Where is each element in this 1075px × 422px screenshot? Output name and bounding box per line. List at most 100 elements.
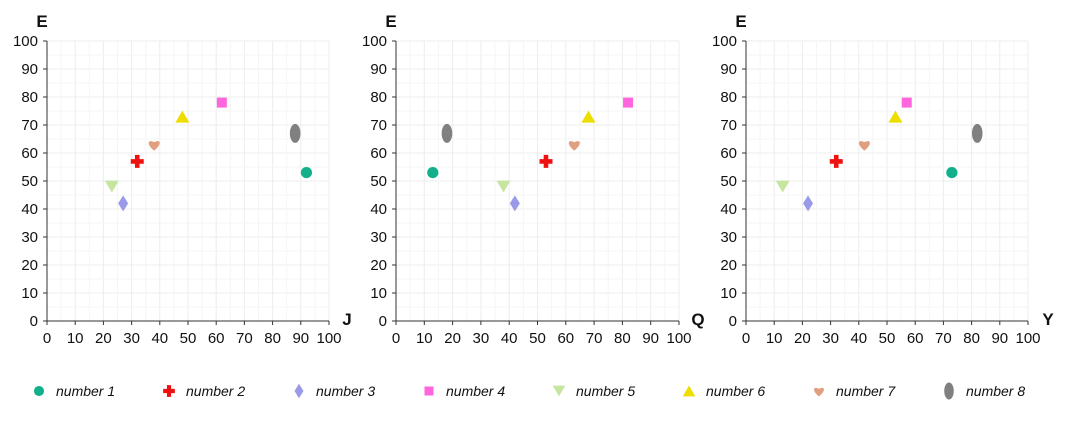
x-tick-label: 0	[43, 330, 51, 347]
point-number-2	[829, 154, 843, 168]
x-tick-label: 0	[392, 330, 400, 347]
point-number-1	[427, 167, 439, 179]
data-points	[775, 97, 983, 212]
point-number-8	[971, 123, 983, 143]
x-tick-label: 0	[742, 330, 750, 347]
scatter-charts: 0 0 10 10 20 20 30 30 40 40 50 50 60 60 70 70 80 80 90 90 10…	[13, 12, 1054, 347]
point-number-4	[216, 97, 227, 108]
point-number-5	[775, 180, 790, 193]
x-tick-label: 60	[907, 330, 924, 347]
x-tick-label: 40	[850, 330, 867, 347]
x-tick-label: 30	[473, 330, 490, 347]
data-points	[427, 97, 634, 212]
point-number-2	[130, 154, 144, 168]
x-tick-label: 20	[95, 330, 112, 347]
y-tick-label: 90	[720, 61, 737, 78]
legend-label: number 8	[966, 383, 1026, 399]
x-tick-label: 100	[316, 330, 341, 347]
y-tick-label: 40	[21, 201, 38, 218]
diamond-icon	[294, 383, 304, 399]
y-tick-label: 60	[720, 145, 737, 162]
y-tick-label: 50	[370, 173, 387, 190]
point-number-8	[441, 123, 453, 143]
gridlines	[395, 40, 680, 322]
x-tick-label: 100	[666, 330, 691, 347]
legend-marker	[33, 385, 45, 397]
x-tick-label: 40	[501, 330, 518, 347]
x-tick-label: 40	[151, 330, 168, 347]
point-number-7	[148, 141, 160, 151]
x-tick-label: 20	[794, 330, 811, 347]
y-tick-label: 50	[720, 173, 737, 190]
x-tick-label: 80	[264, 330, 281, 347]
x-tick-label: 50	[180, 330, 197, 347]
legend-item: number 1	[30, 376, 115, 406]
point-number-3	[509, 195, 520, 212]
point-number-8	[289, 123, 301, 143]
legend-item: number 2	[160, 376, 245, 406]
point-number-6	[581, 110, 596, 123]
legend-marker	[552, 385, 566, 397]
point-number-6	[888, 110, 903, 123]
y-tick-label: 10	[21, 285, 38, 302]
legend-item: number 3	[290, 376, 375, 406]
legend-label: number 5	[576, 383, 636, 399]
cross-icon	[163, 385, 175, 397]
chart-panel-3: 00 10 10 20 20 30 30 40 40 50 50 60 60 70 70 80 80 90 90 10…	[712, 12, 1054, 347]
triangle-down-icon	[552, 385, 566, 397]
x-tick-label: 50	[879, 330, 896, 347]
legend-marker	[294, 383, 304, 399]
y-axis-title: E	[385, 12, 396, 31]
y-tick-label: 20	[21, 257, 38, 274]
axes: 00 10 10 20 20 30 30 40 40 50 50 60 60 70 70 80 80 90 90 10…	[13, 12, 352, 347]
ellipse-icon	[944, 382, 954, 400]
y-tick-label: 90	[21, 61, 38, 78]
x-tick-label: 80	[963, 330, 980, 347]
y-tick-label: 30	[21, 229, 38, 246]
point-number-5	[496, 180, 511, 193]
x-tick-label: 90	[642, 330, 659, 347]
x-tick-label: 30	[123, 330, 140, 347]
legend-item: number 7	[810, 376, 895, 406]
point-number-2	[539, 154, 553, 168]
x-tick-label: 70	[935, 330, 952, 347]
y-tick-label: 40	[370, 201, 387, 218]
y-tick-label: 80	[720, 89, 737, 106]
y-tick-label: 70	[720, 117, 737, 134]
point-number-3	[803, 195, 814, 212]
y-axis-title: E	[36, 12, 47, 31]
y-tick-label: 100	[13, 33, 38, 50]
y-axis-title: E	[735, 12, 746, 31]
axes: 00 10 10 20 20 30 30 40 40 50 50 60 60 70 70 80 80 90 90 10…	[712, 12, 1054, 347]
y-tick-label: 60	[370, 145, 387, 162]
x-tick-label: 10	[766, 330, 783, 347]
x-tick-label: 70	[586, 330, 603, 347]
x-tick-label: 20	[444, 330, 461, 347]
x-tick-label: 90	[292, 330, 309, 347]
legend-label: number 2	[186, 383, 246, 399]
x-tick-label: 30	[822, 330, 839, 347]
y-tick-label: 70	[21, 117, 38, 134]
x-tick-label: 60	[557, 330, 574, 347]
y-tick-label: 100	[362, 33, 387, 50]
point-number-4	[623, 97, 634, 108]
legend-marker	[163, 385, 175, 397]
legend-item: number 5	[550, 376, 635, 406]
legend-label: number 1	[56, 383, 116, 399]
y-tick-label: 60	[21, 145, 38, 162]
legend-item: number 6	[680, 376, 765, 406]
legend-label: number 4	[446, 383, 506, 399]
y-tick-label: 20	[720, 257, 737, 274]
x-tick-label: 80	[614, 330, 631, 347]
y-tick-label: 100	[712, 33, 737, 50]
legend-marker	[814, 387, 824, 397]
x-tick-label: 90	[991, 330, 1008, 347]
point-number-3	[118, 195, 129, 212]
gridlines	[46, 40, 330, 322]
y-tick-label: 30	[370, 229, 387, 246]
point-number-4	[901, 97, 912, 108]
circle-icon	[33, 385, 45, 397]
legend-label: number 3	[316, 383, 376, 399]
x-axis-title: J	[342, 310, 351, 329]
chart-panel-1: 00 10 10 20 20 30 30 40 40 50 50 60 60 70 70 80 80 90 90 10…	[13, 12, 352, 347]
